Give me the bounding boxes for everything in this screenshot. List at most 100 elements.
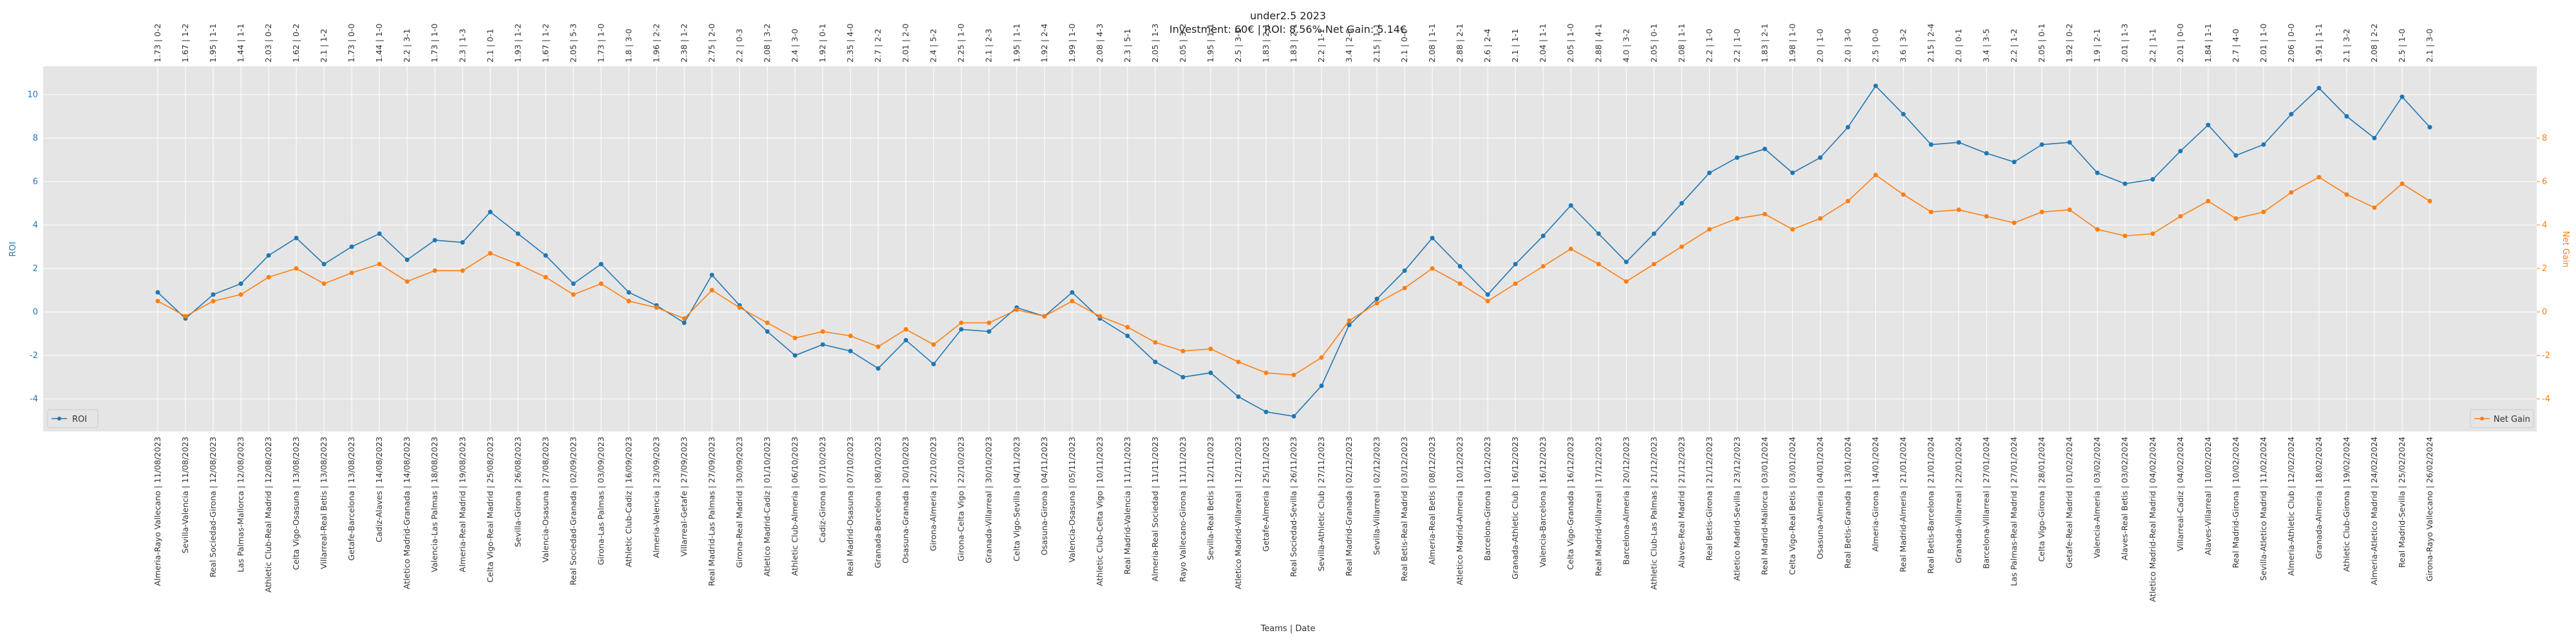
data-point-roi (432, 238, 437, 243)
data-point-net-gain (876, 344, 881, 349)
x-top-tick-label: 1.44 | 1-0 (374, 24, 384, 62)
data-point-roi (959, 327, 964, 332)
x-tick-label: Almeria-Girona | 14/01/2024 (1871, 437, 1880, 552)
data-point-roi (211, 292, 216, 297)
data-point-roi (266, 253, 271, 258)
x-top-tick-label: 1.9 | 2-1 (2092, 29, 2102, 62)
data-point-net-gain (765, 320, 770, 325)
x-top-tick-label: 3.4 | 3-5 (1982, 29, 1991, 62)
x-tick-label: Alaves-Real Betis | 03/02/2024 (2120, 437, 2130, 560)
x-top-tick-label: 1.8 | 3-0 (623, 28, 633, 62)
data-point-net-gain (1014, 307, 1019, 312)
data-point-net-gain (2289, 190, 2294, 195)
x-tick-label: Athletic Club-Real Madrid | 12/08/2023 (263, 437, 273, 592)
data-point-roi (1374, 296, 1379, 301)
data-point-net-gain (515, 261, 520, 267)
x-tick-label: Real Sociedad-Sevilla | 26/11/2023 (1289, 437, 1298, 577)
x-top-tick-label: 2.05 | 1-3 (1150, 24, 1160, 62)
data-point-roi (1430, 236, 1435, 241)
data-point-net-gain (2400, 181, 2405, 186)
x-top-tick-label: 2.0 | 1-0 (1815, 28, 1824, 62)
x-tick-label: Osasuna-Granada | 20/10/2023 (901, 437, 911, 564)
x-tick-label: Sevilla-Athletic Club | 27/11/2023 (1316, 437, 1326, 571)
x-tick-label: Granada-Barcelona | 08/10/2023 (873, 437, 883, 568)
data-point-net-gain (793, 336, 798, 341)
x-tick-label: Cadiz-Alaves | 14/08/2023 (374, 437, 384, 542)
x-top-tick-label: 2.05 | 1-0 (1566, 24, 1575, 62)
data-point-net-gain (155, 299, 160, 303)
x-tick-label: Barcelona-Girona | 10/12/2023 (1482, 437, 1492, 561)
x-tick-label: Almeria-Real Madrid | 19/08/2023 (457, 437, 467, 573)
data-point-roi (2040, 142, 2045, 147)
y-axis-right: -4 -2 0 2 4 6 8 (2537, 133, 2550, 404)
x-axis-top: 1.73 | 0-2 1.67 | 1-2 1.95 | 1-1 1.44 | 1-1… (153, 24, 2434, 62)
x-top-tick-label: 2.05 | 5-3 (568, 24, 578, 62)
data-point-roi (404, 257, 410, 262)
data-point-net-gain (1264, 370, 1269, 375)
x-top-tick-label: 2.2 | 0-3 (735, 29, 744, 62)
data-point-roi (1984, 151, 1989, 156)
x-top-tick-label: 1.73 | 0-0 (346, 24, 356, 62)
data-point-roi (349, 244, 354, 249)
data-point-roi (1264, 410, 1269, 415)
data-point-net-gain (1845, 198, 1850, 204)
x-tick-label: Granada-Villarreal | 22/01/2024 (1954, 437, 1964, 564)
data-point-roi (1319, 383, 1324, 388)
x-tick-label: Getafe-Real Madrid | 01/02/2024 (2065, 437, 2074, 569)
x-tick-label: Celta Vigo-Real Betis | 03/01/2024 (1787, 437, 1797, 575)
x-top-tick-label: 1.73 | 1-0 (430, 24, 439, 62)
data-point-net-gain (2233, 216, 2239, 221)
data-point-net-gain (2150, 231, 2155, 236)
x-top-tick-label: 2.0 | 3-0 (1842, 28, 1852, 62)
x-tick-label: Real Betis-Barcelona | 21/01/2024 (1926, 437, 1936, 574)
x-tick-label: Real Madrid-Granada | 02/12/2023 (1344, 437, 1354, 576)
x-tick-label: Girona-Almeria | 22/10/2023 (929, 437, 938, 551)
x-tick-label: Real Madrid-Valencia | 11/11/2023 (1122, 437, 1132, 574)
data-point-roi (1236, 394, 1241, 399)
data-point-roi (2123, 181, 2128, 186)
x-top-tick-label: 3.6 | 3-2 (1899, 29, 1908, 62)
data-point-roi (1347, 323, 1352, 328)
data-point-net-gain (432, 268, 437, 273)
x-top-tick-label: 2.08 | 1-1 (1676, 24, 1686, 62)
x-top-tick-label: 1.96 | 2-2 (651, 24, 661, 62)
data-point-net-gain (543, 274, 548, 279)
data-point-roi (1901, 111, 1906, 117)
x-tick-label: Atletico Madrid-Sevilla | 23/12/2023 (1732, 437, 1741, 581)
data-point-roi (2316, 86, 2322, 91)
legend-net-gain: Net Gain (2470, 409, 2534, 428)
x-tick-label: Real Betis-Real Madrid | 03/12/2023 (1399, 437, 1409, 582)
x-top-tick-label: 2.08 | 1-1 (1427, 24, 1437, 62)
x-top-tick-label: 2.1 | 1-1 (1510, 29, 1520, 62)
x-top-tick-label: 2.1 | 0-0 (1399, 28, 1409, 62)
data-point-roi (1153, 359, 1158, 365)
x-tick-label: Real Madrid-Sevilla | 25/02/2024 (2397, 437, 2407, 568)
x-top-tick-label: 2.15 | 1-1 (1372, 24, 1381, 62)
data-point-roi (1929, 142, 1934, 147)
x-tick-label: Celta Vigo-Real Madrid | 25/08/2023 (485, 437, 495, 583)
x-tick-label: Villarreal-Cadiz | 04/02/2024 (2175, 437, 2185, 551)
chart-title: under2.5 2023 (1250, 10, 1326, 22)
x-tick-label: Girona-Real Madrid | 30/09/2023 (735, 437, 744, 568)
x-top-tick-label: 2.7 | 4-0 (2231, 28, 2240, 62)
x-top-tick-label: 2.15 | 2-4 (1926, 24, 1936, 62)
x-top-tick-label: 2.88 | 4-1 (1593, 24, 1603, 62)
x-tick-label: Real Madrid-Almeria | 21/01/2024 (1899, 437, 1908, 572)
data-point-net-gain (460, 268, 465, 273)
x-top-tick-label: 2.2 | 3-1 (402, 29, 412, 62)
x-top-tick-label: 1.44 | 1-1 (236, 24, 245, 62)
data-point-net-gain (709, 288, 714, 293)
data-point-net-gain (2012, 220, 2017, 225)
x-top-tick-label: 2.3 | 1-3 (457, 29, 467, 62)
data-point-roi (1707, 170, 1712, 175)
x-tick-label: Celta Vigo-Osasuna | 13/08/2023 (291, 437, 301, 570)
data-point-roi (2233, 153, 2239, 158)
x-tick-label: Almeria-Real Betis | 08/12/2023 (1427, 437, 1437, 565)
data-point-net-gain (1901, 192, 1906, 197)
x-top-tick-label: 1.95 | 1-1 (1012, 24, 1021, 62)
x-tick-label: Sevilla-Atletico Madrid | 11/02/2024 (2259, 437, 2268, 581)
x-top-tick-label: 1.92 | 0-1 (818, 24, 828, 62)
data-point-roi (626, 290, 631, 295)
data-point-net-gain (1430, 266, 1435, 271)
x-top-tick-label: 1.95 | 1-1 (1206, 24, 1215, 62)
